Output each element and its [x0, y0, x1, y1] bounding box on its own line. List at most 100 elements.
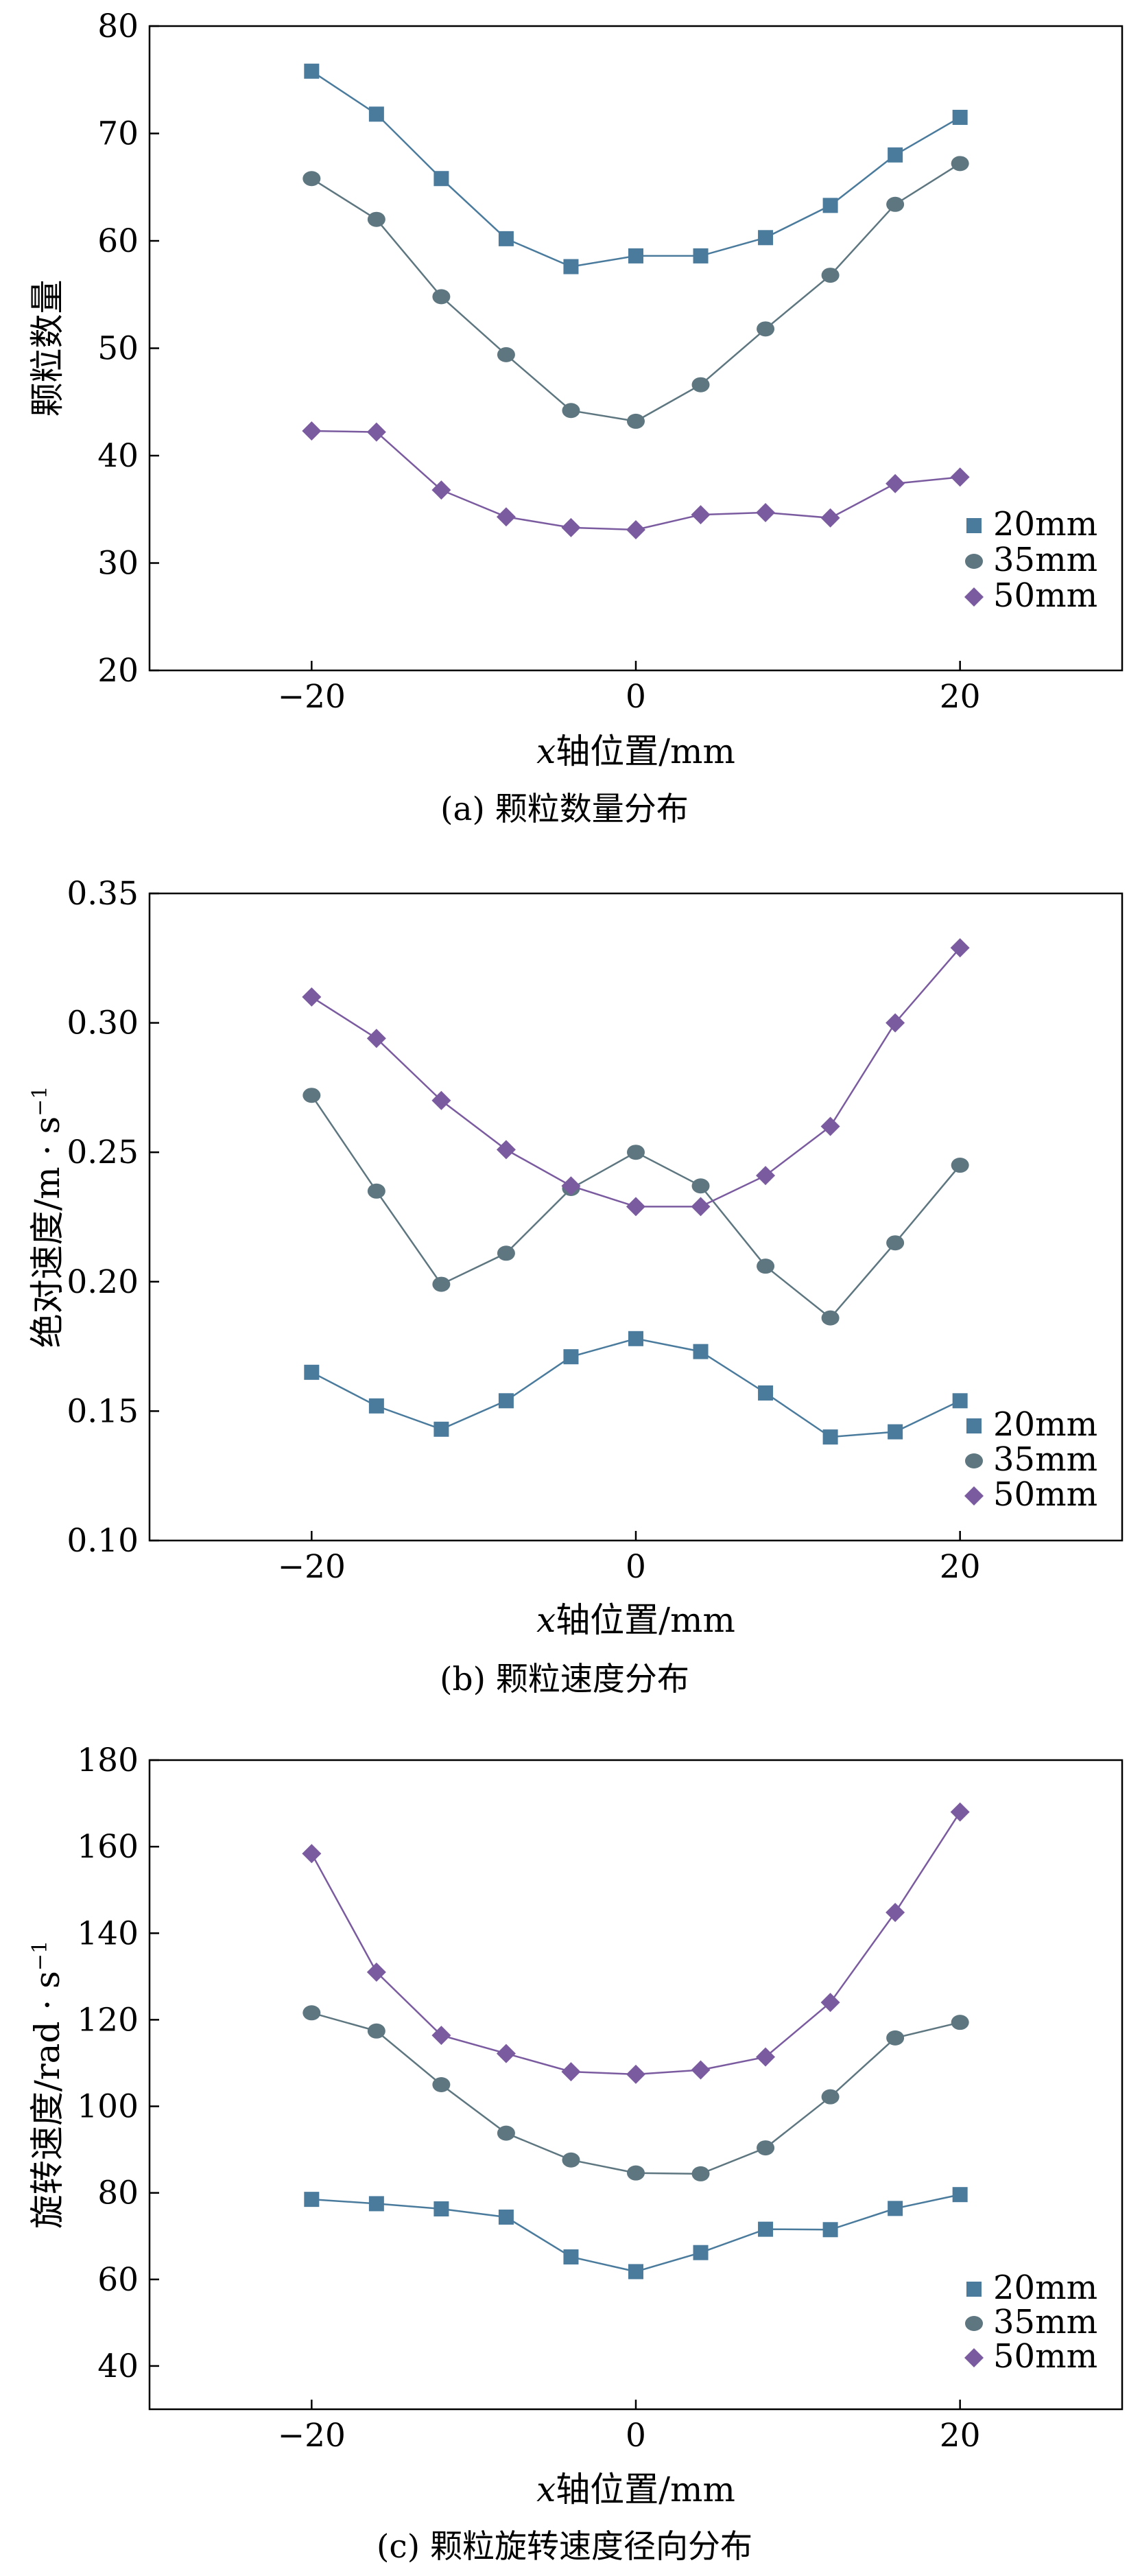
- chart-b-xtick-label: 0: [626, 1548, 646, 1586]
- chart-b-svg: 0.10 0.15 0.20 0.25 0.30 0.35 −20 0 20 x轴位置/mm 绝对速…: [27, 875, 1124, 1640]
- chart-b-point-35mm: [951, 1158, 969, 1173]
- chart-c-ytick-label: 180: [77, 1742, 139, 1779]
- chart-b-yaxis-label: 绝对速度/m · s−1: [27, 1086, 67, 1348]
- chart-c-point-35mm: [497, 2125, 515, 2141]
- chart-a-xtick-label: 0: [626, 678, 646, 716]
- chart-a-point-20mm: [888, 147, 903, 163]
- chart-c-point-35mm: [757, 2140, 775, 2156]
- chart-a-ytick-label: 60: [97, 222, 139, 260]
- chart-a-ytick-label: 20: [97, 652, 139, 690]
- chart-a-legend-marker-35mm: [965, 554, 983, 569]
- chart-b-xtick-label: 20: [940, 1548, 981, 1586]
- chart-b-legend-label-35mm: 35mm: [993, 1440, 1097, 1479]
- chart-c-point-20mm: [628, 2264, 643, 2280]
- chart-a-legend-marker-20mm: [966, 518, 982, 533]
- chart-a-point-20mm: [433, 171, 449, 187]
- chart-c-series-line-35mm: [311, 2012, 960, 2175]
- chart-b-legend-marker-20mm: [966, 1418, 982, 1433]
- chart-a-legend-label-20mm: 20mm: [993, 505, 1097, 543]
- chart-a-point-50mm: [950, 467, 970, 487]
- chart-c-point-50mm: [366, 1963, 386, 1982]
- chart-b-point-20mm: [498, 1393, 514, 1409]
- chart-c-point-20mm: [433, 2201, 449, 2217]
- chart-a-caption: (a) 颗粒数量分布: [440, 791, 689, 828]
- chart-b-point-20mm: [888, 1424, 903, 1440]
- chart-c-legend-marker-35mm: [965, 2316, 983, 2331]
- chart-c-point-20mm: [952, 2187, 968, 2203]
- chart-c-point-35mm: [951, 2015, 969, 2030]
- chart-b-point-50mm: [691, 1197, 711, 1217]
- chart-a-ytick-label: 30: [97, 545, 139, 583]
- chart-a-point-50mm: [691, 505, 711, 525]
- chart-b-point-50mm: [626, 1197, 645, 1217]
- chart-b-point-35mm: [497, 1245, 515, 1261]
- chart-a-point-20mm: [952, 110, 968, 126]
- chart-b-caption: (b) 颗粒速度分布: [440, 1661, 689, 1698]
- chart-a-point-35mm: [562, 403, 580, 419]
- chart-a-point-35mm: [821, 268, 840, 283]
- chart-a-point-35mm: [432, 289, 451, 305]
- chart-panel-b: 0.10 0.15 0.20 0.25 0.30 0.35 −20 0 20 x轴位置/mm 绝对速…: [27, 875, 1124, 1698]
- chart-c-point-35mm: [821, 2089, 840, 2105]
- chart-c-point-50mm: [820, 1993, 840, 2013]
- chart-b-legend-marker-50mm: [964, 1486, 984, 1506]
- chart-c-point-20mm: [304, 2192, 320, 2208]
- chart-a-point-35mm: [302, 171, 321, 187]
- chart-c-xaxis-label: x轴位置/mm: [536, 2470, 735, 2509]
- chart-b-ytick-label: 0.25: [67, 1134, 139, 1171]
- chart-c-series-line-20mm: [311, 2193, 960, 2273]
- chart-b-point-35mm: [821, 1310, 840, 1326]
- chart-b-point-20mm: [563, 1349, 579, 1365]
- chart-c-point-50mm: [691, 2060, 711, 2080]
- chart-b-point-50mm: [496, 1140, 516, 1160]
- chart-a-point-50mm: [431, 480, 451, 500]
- chart-c-legend-marker-50mm: [964, 2348, 984, 2367]
- chart-a-ytick-label: 50: [97, 330, 139, 368]
- chart-a-point-50mm: [756, 502, 776, 522]
- chart-c-point-50mm: [756, 2047, 776, 2067]
- chart-c-point-20mm: [888, 2201, 903, 2216]
- chart-a-xtick-label: −20: [278, 678, 346, 716]
- chart-b-point-20mm: [693, 1344, 709, 1359]
- chart-b-point-50mm: [886, 1013, 905, 1033]
- chart-a-point-35mm: [951, 156, 969, 172]
- chart-b-point-50mm: [366, 1029, 386, 1049]
- chart-c-ytick-label: 60: [97, 2261, 139, 2299]
- chart-c-point-35mm: [886, 2030, 905, 2046]
- chart-a-point-35mm: [627, 413, 645, 429]
- chart-c-legend-label-50mm: 50mm: [993, 2337, 1097, 2376]
- chart-c-legend-marker-20mm: [966, 2282, 982, 2297]
- chart-a-point-50mm: [561, 517, 581, 537]
- chart-b-point-50mm: [431, 1090, 451, 1110]
- chart-b-legend-marker-35mm: [965, 1453, 983, 1468]
- chart-b-ytick-label: 0.15: [67, 1392, 139, 1430]
- chart-a-xtick-label: 20: [940, 678, 981, 716]
- chart-a-point-20mm: [563, 259, 579, 274]
- chart-c-point-50mm: [431, 2026, 451, 2046]
- chart-a-legend-marker-50mm: [964, 587, 984, 607]
- chart-c-caption: (c) 颗粒旋转速度径向分布: [377, 2528, 752, 2566]
- chart-c-series-line-50mm: [311, 1812, 961, 2076]
- chart-b-ytick-label: 0.10: [67, 1522, 139, 1560]
- chart-a-point-35mm: [691, 377, 710, 393]
- chart-a-point-20mm: [628, 248, 643, 264]
- chart-c-point-50mm: [886, 1902, 905, 1922]
- chart-a-point-35mm: [367, 211, 385, 227]
- chart-a-svg: 20 30 40 50 60 70 80 −20 0 20 x轴位置/mm 颗粒数量 20mm35mm5…: [27, 8, 1124, 771]
- chart-b-ytick-label: 0.35: [67, 875, 139, 913]
- chart-b-point-20mm: [952, 1393, 968, 1409]
- chart-a-legend-label-50mm: 50mm: [993, 576, 1097, 615]
- chart-b-point-50mm: [561, 1176, 581, 1196]
- chart-a-legend-label-35mm: 35mm: [993, 541, 1097, 579]
- chart-c-xtick-label: 20: [940, 2417, 981, 2455]
- chart-c-legend-label-20mm: 20mm: [993, 2269, 1097, 2307]
- chart-a-point-20mm: [368, 106, 384, 122]
- chart-b-ytick-label: 0.20: [67, 1263, 139, 1301]
- chart-a-point-35mm: [497, 347, 515, 362]
- chart-b-point-20mm: [368, 1398, 384, 1414]
- chart-a-point-35mm: [757, 321, 775, 337]
- chart-b-point-20mm: [628, 1331, 643, 1346]
- chart-b-point-35mm: [302, 1088, 321, 1103]
